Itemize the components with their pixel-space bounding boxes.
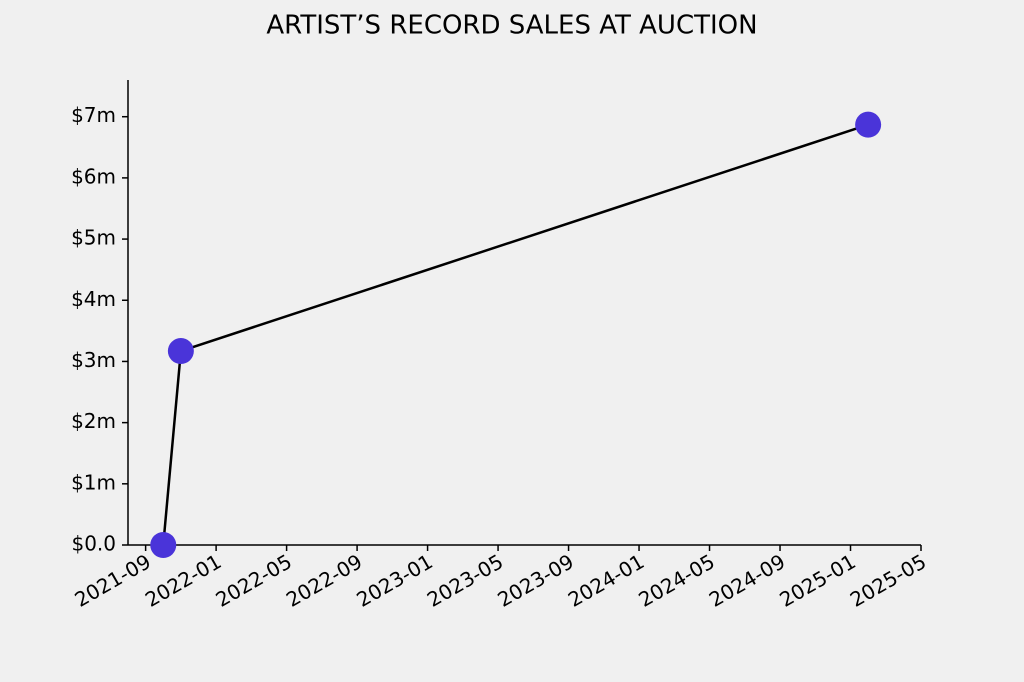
y-tick-label: $5m: [71, 226, 116, 250]
x-tick-label: 2022-05: [211, 549, 295, 612]
x-tick-label: 2024-05: [634, 549, 718, 612]
chart-title: ARTIST’S RECORD SALES AT AUCTION: [266, 11, 757, 41]
x-tick-label: 2025-01: [775, 549, 859, 612]
x-tick-label: 2024-09: [705, 549, 789, 612]
x-tick-label: 2022-01: [141, 549, 225, 612]
y-tick-label: $0.0: [71, 532, 116, 556]
y-tick-label: $6m: [71, 164, 116, 188]
x-tick-label: 2023-01: [352, 549, 436, 612]
y-tick-label: $4m: [71, 287, 116, 311]
y-tick-label: $2m: [71, 409, 116, 433]
x-tick-label: 2023-05: [423, 549, 507, 612]
x-tick-label: 2025-05: [846, 549, 930, 612]
x-tick-label: 2021-09: [70, 549, 154, 612]
y-tick-label: $1m: [71, 470, 116, 494]
x-tick-label: 2022-09: [282, 549, 366, 612]
x-tick-label: 2024-01: [564, 549, 648, 612]
y-tick-label: $7m: [71, 103, 116, 127]
line: [161, 123, 869, 546]
marker: [855, 111, 882, 138]
y-tick-label: $3m: [71, 348, 116, 372]
marker: [167, 338, 194, 365]
marker: [150, 532, 177, 558]
x-tick-label: 2023-09: [493, 549, 577, 612]
